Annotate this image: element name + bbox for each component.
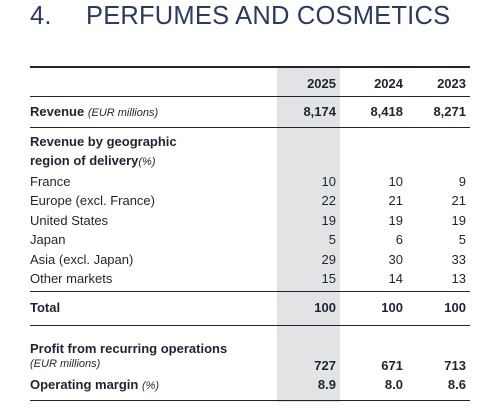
cell-2023: 19 bbox=[451, 213, 466, 228]
cell-2025: 22 bbox=[321, 193, 336, 208]
cell-2023: 21 bbox=[451, 193, 466, 208]
margin-unit: (%) bbox=[141, 380, 160, 392]
profit-2025: 727 bbox=[314, 358, 336, 373]
cell-2024: 10 bbox=[388, 174, 403, 189]
row-label: Europe (excl. France) bbox=[30, 193, 155, 208]
table-row: France 10 10 9 bbox=[30, 174, 466, 194]
row-label: Asia (excl. Japan) bbox=[30, 252, 134, 267]
revenue-row: Revenue (EUR millions) 8,174 8,418 8,271 bbox=[30, 104, 466, 124]
profit-2023: 713 bbox=[444, 358, 466, 373]
revenue-2024: 8,418 bbox=[370, 104, 403, 119]
current-year-column-shading bbox=[277, 67, 340, 402]
geo-header-line2: region of delivery(%) bbox=[30, 153, 156, 168]
cell-2024: 6 bbox=[395, 232, 403, 247]
row-label: Japan bbox=[30, 232, 66, 247]
margin-2024: 8.0 bbox=[384, 377, 403, 392]
total-top-rule bbox=[30, 291, 470, 292]
cell-2023: 33 bbox=[451, 252, 466, 267]
geo-header-unit: (%) bbox=[138, 156, 156, 168]
cell-2024: 14 bbox=[388, 271, 403, 286]
cell-2024: 19 bbox=[388, 213, 403, 228]
section-number: 4. bbox=[30, 2, 52, 30]
row-label: France bbox=[30, 174, 71, 189]
profit-unit: (EUR millions) bbox=[30, 358, 101, 370]
cell-2025: 29 bbox=[321, 252, 336, 267]
geo-header-line1: Revenue by geographic bbox=[30, 134, 177, 149]
revenue-unit: (EUR millions) bbox=[87, 107, 159, 119]
total-row: Total 100 100 100 bbox=[30, 300, 466, 320]
table-row: Asia (excl. Japan) 29 30 33 bbox=[30, 252, 466, 272]
cell-2024: 30 bbox=[388, 252, 403, 267]
cell-2023: 5 bbox=[458, 232, 466, 247]
table-row: Other markets 15 14 13 bbox=[30, 271, 466, 291]
year-header-2023: 2023 bbox=[437, 76, 466, 91]
profit-label-row: Profit from recurring operations bbox=[30, 341, 466, 361]
profit-2024: 671 bbox=[381, 358, 403, 373]
table-row: Europe (excl. France) 22 21 21 bbox=[30, 193, 466, 213]
table-row: Japan 5 6 5 bbox=[30, 232, 466, 252]
total-2024: 100 bbox=[381, 300, 403, 315]
table-bottom-rule bbox=[30, 400, 470, 401]
cell-2025: 10 bbox=[321, 174, 336, 189]
revenue-2023: 8,271 bbox=[433, 104, 466, 119]
table-row: United States 19 19 19 bbox=[30, 213, 466, 233]
margin-row: Operating margin (%) 8.9 8.0 8.6 bbox=[30, 377, 466, 397]
cell-2025: 5 bbox=[328, 232, 336, 247]
cell-2025: 19 bbox=[321, 213, 336, 228]
header-rule bbox=[30, 96, 470, 97]
cell-2023: 9 bbox=[458, 174, 466, 189]
row-label: Other markets bbox=[30, 271, 113, 286]
revenue-2025: 8,174 bbox=[303, 104, 336, 119]
year-header-2024: 2024 bbox=[374, 76, 403, 91]
total-label: Total bbox=[30, 300, 61, 315]
row-label: United States bbox=[30, 213, 109, 228]
cell-2023: 13 bbox=[451, 271, 466, 286]
year-header-2025: 2025 bbox=[307, 76, 336, 91]
cell-2024: 21 bbox=[388, 193, 403, 208]
margin-2025: 8.9 bbox=[317, 377, 336, 392]
section-heading: 4. PERFUMES AND COSMETICS bbox=[30, 2, 450, 31]
profit-row: (EUR millions) 727 671 713 bbox=[30, 358, 466, 378]
profit-label: Profit from recurring operations bbox=[30, 341, 228, 356]
section-title: PERFUMES AND COSMETICS bbox=[86, 2, 451, 30]
total-2023: 100 bbox=[444, 300, 466, 315]
margin-label: Operating margin (%) bbox=[30, 377, 160, 392]
revenue-label: Revenue (EUR millions) bbox=[30, 104, 159, 119]
total-2025: 100 bbox=[314, 300, 336, 315]
table-top-rule bbox=[30, 66, 470, 68]
revenue-rule bbox=[30, 127, 470, 128]
total-bottom-rule bbox=[30, 325, 470, 326]
margin-2023: 8.6 bbox=[447, 377, 466, 392]
cell-2025: 15 bbox=[321, 271, 336, 286]
